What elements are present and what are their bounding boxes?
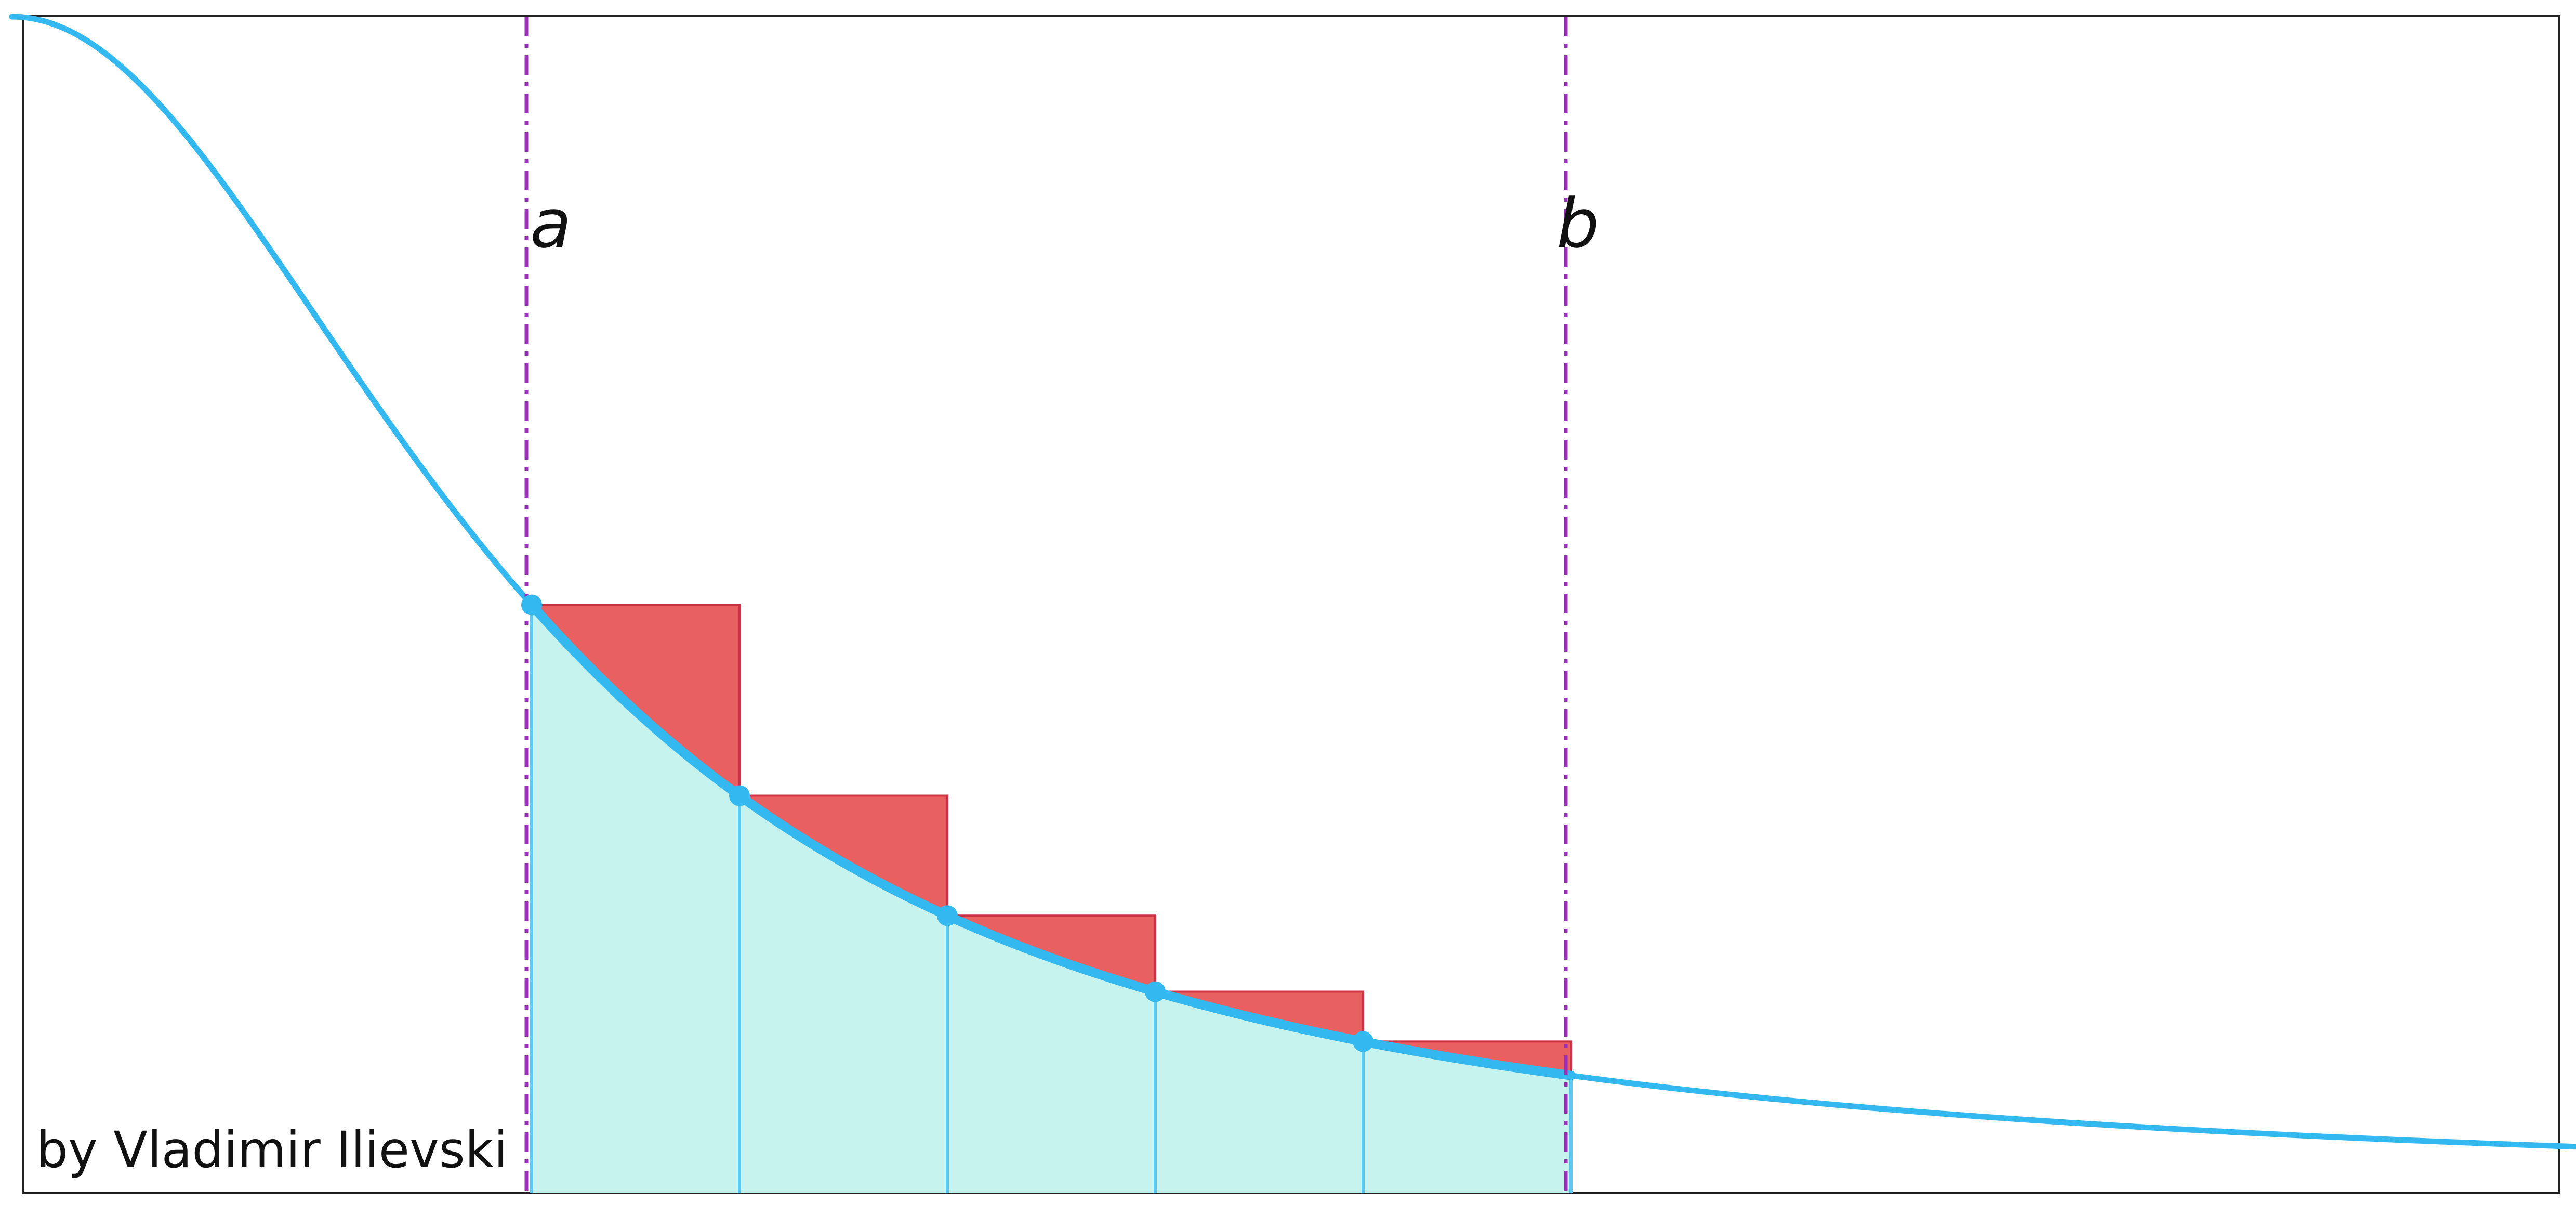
sample-point-5 bbox=[1353, 1031, 1373, 1052]
left-bound-label: a bbox=[530, 184, 572, 263]
sample-point-1 bbox=[521, 594, 542, 616]
credit-text: by Vladimir Ilievski bbox=[36, 1121, 508, 1179]
area-under-curve bbox=[532, 605, 1571, 1193]
sample-point-4 bbox=[1145, 981, 1166, 1002]
sample-points bbox=[521, 594, 1373, 1052]
sample-point-3 bbox=[937, 905, 958, 926]
partition-lines bbox=[530, 605, 1573, 1193]
function-curve-interval bbox=[527, 600, 1576, 1080]
area-fill bbox=[532, 605, 1571, 1193]
right-bound-label: b bbox=[1556, 184, 1600, 263]
sample-point-2 bbox=[729, 785, 750, 806]
